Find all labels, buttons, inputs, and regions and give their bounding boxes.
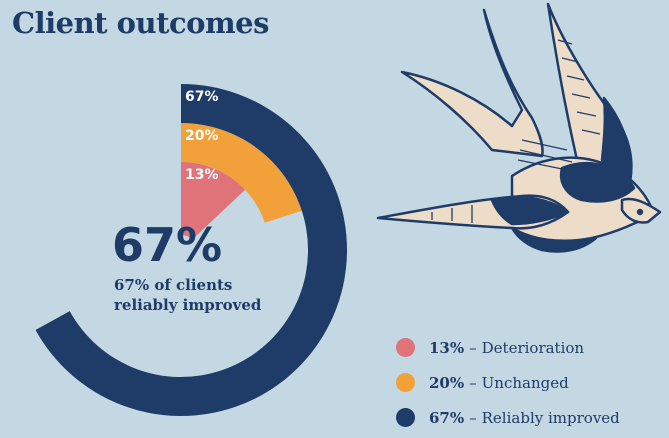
legend-sep: – — [469, 373, 477, 392]
data-label-reliably-improved: 67% — [185, 89, 219, 105]
legend-item-unchanged: 20% – Unchanged — [396, 365, 620, 400]
page-title: Client outcomes — [12, 6, 269, 40]
legend-swatch-unchanged — [396, 373, 415, 392]
data-label-deterioration: 13% — [185, 167, 219, 183]
legend: 13% – Deterioration 20% – Unchanged 67% … — [396, 330, 620, 435]
legend-label: Deterioration — [481, 338, 585, 357]
center-caption: 67% of clients reliably improved — [114, 275, 294, 315]
center-caption-line1: 67% of clients — [114, 276, 233, 294]
arc-deterioration — [181, 162, 246, 240]
arc-unchanged — [181, 123, 302, 223]
center-caption-line2: reliably improved — [114, 296, 262, 314]
swallow-bird-icon — [376, 2, 662, 253]
legend-item-deterioration: 13% – Deterioration — [396, 330, 620, 365]
legend-label: Reliably improved — [481, 408, 620, 427]
legend-sep: – — [469, 338, 477, 357]
legend-item-reliably-improved: 67% – Reliably improved — [396, 400, 620, 435]
legend-sep: – — [469, 408, 477, 427]
legend-pct: 13% — [429, 338, 465, 357]
center-value: 67% — [112, 218, 223, 272]
legend-swatch-reliably-improved — [396, 408, 415, 427]
data-label-unchanged: 20% — [185, 128, 219, 144]
legend-label: Unchanged — [481, 373, 569, 392]
legend-pct: 20% — [429, 373, 465, 392]
legend-pct: 67% — [429, 408, 465, 427]
legend-swatch-deterioration — [396, 338, 415, 357]
